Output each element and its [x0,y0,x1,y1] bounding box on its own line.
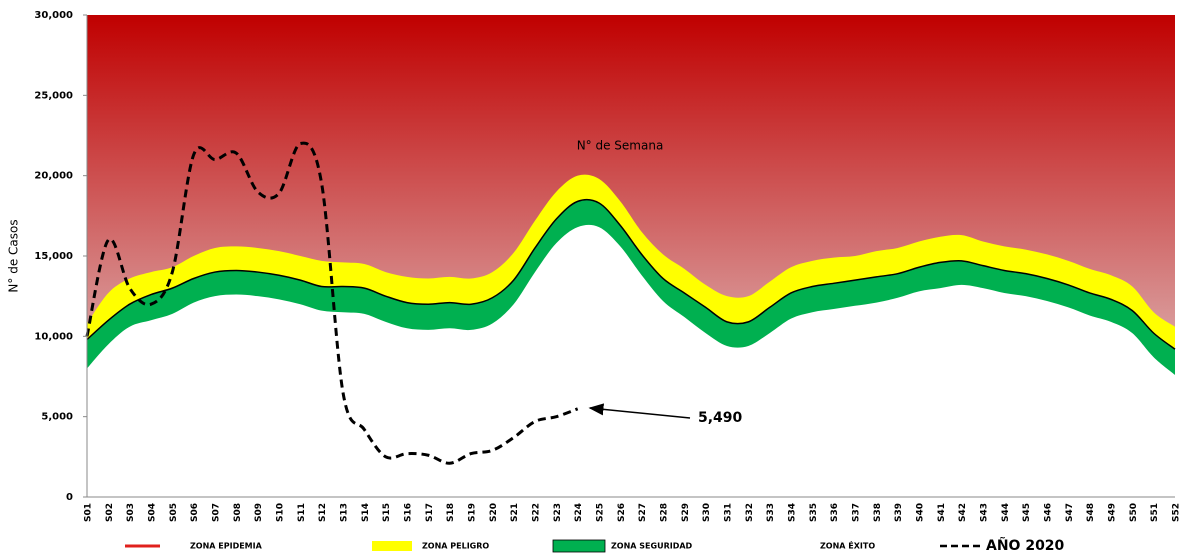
x-tick-label: S19 [468,503,478,522]
x-tick-label: S22 [532,503,542,522]
x-tick-label: S27 [638,503,648,522]
zone-area [87,224,1175,498]
x-tick-label: S01 [84,503,94,522]
x-tick-label: S38 [873,503,883,522]
x-tick-label: S11 [297,503,307,522]
x-axis-title: N° de Semana [577,139,664,153]
legend-label: ZONA ÉXITO [820,540,875,551]
y-tick-label: 5,000 [41,412,73,423]
x-tick-label: S25 [596,503,606,522]
x-tick-label: S39 [894,503,904,522]
x-tick-label: S49 [1108,503,1118,522]
x-tick-label: S51 [1150,503,1160,522]
x-tick-label: S16 [404,503,414,522]
x-tick-label: S40 [916,503,926,522]
x-tick-label: S17 [425,503,435,522]
plot-area [85,15,1176,498]
x-tick-label: S26 [617,503,627,522]
x-tick-label: S42 [958,503,968,522]
x-tick-label: S46 [1044,503,1054,522]
legend-swatch [372,541,412,551]
x-tick-label: S15 [382,503,392,522]
x-tick-label: S03 [126,503,136,522]
x-tick-label: S09 [254,503,264,522]
y-tick-label: 30,000 [34,10,73,21]
x-tick-label: S45 [1022,503,1032,522]
x-tick-label: S48 [1086,503,1096,522]
x-tick-label: S28 [660,503,670,522]
x-tick-label: S37 [852,503,862,522]
legend-label: ZONA SEGURIDAD [611,542,693,551]
legend-label: ZONA EPIDEMIA [190,542,263,551]
x-tick-label: S36 [830,503,840,522]
x-tick-label: S08 [233,503,243,522]
legend-label: AÑO 2020 [986,537,1065,554]
x-tick-label: S14 [361,503,371,522]
x-tick-label: S52 [1172,503,1182,522]
x-tick-label: S50 [1129,503,1139,522]
x-tick-label: S12 [318,503,328,522]
x-tick-label: S23 [553,503,563,522]
y-tick-label: 20,000 [34,171,73,182]
x-tick-label: S41 [937,503,947,522]
x-tick-label: S04 [148,503,158,522]
x-tick-label: S20 [489,503,499,522]
x-tick-label: S47 [1065,503,1075,522]
y-tick-label: 10,000 [34,331,73,342]
median-line [86,198,1176,350]
annotation: 5,490 [698,410,743,426]
x-tick-label: S13 [340,503,350,522]
x-tick-label: S35 [809,503,819,522]
x-tick-label: S24 [574,503,584,522]
x-tick-label: S05 [169,503,179,522]
y-tick-label: 15,000 [34,251,73,262]
x-tick-label: S10 [276,503,286,522]
y-tick-label: 0 [66,492,73,503]
x-tick-label: S44 [1001,503,1011,522]
x-tick-label: S33 [766,503,776,522]
x-tick-label: S31 [724,503,734,522]
x-tick-label: S43 [980,503,990,522]
y-axis-title: N° de Casos [7,219,21,292]
x-tick-label: S18 [446,503,456,522]
x-tick-label: S34 [788,503,798,522]
line-2020 [85,141,579,465]
x-tick-label: S30 [702,503,712,522]
legend-label: ZONA PELIGRO [422,542,489,551]
x-tick-label: S21 [510,503,520,522]
x-tick-label: S06 [190,503,200,522]
x-tick-label: S07 [212,503,222,522]
annotation-arrow [588,403,691,419]
x-tick-label: S32 [745,503,755,522]
legend-swatch [775,541,813,551]
y-tick-label: 25,000 [34,90,73,101]
legend-swatch [552,539,606,553]
x-tick-label: S02 [105,503,115,522]
x-tick-label: S29 [681,503,691,522]
